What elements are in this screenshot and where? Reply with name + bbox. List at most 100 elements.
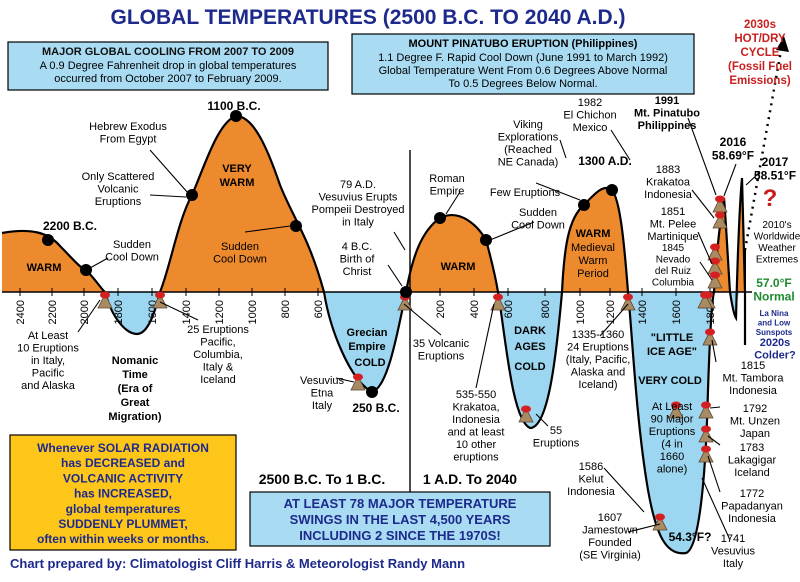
swings-line: AT LEAST 78 MAJOR TEMPERATURE <box>284 496 517 511</box>
region-dark-ages: COLD <box>514 361 545 373</box>
annotation-line: 1883 <box>656 164 680 176</box>
region-warm-medieval: Medieval <box>571 242 615 254</box>
leader-line <box>687 117 717 196</box>
axis-tick-label: 600 <box>313 300 325 318</box>
annotation-line: La Nina <box>760 309 789 318</box>
axis-tick-label: 200 <box>435 300 447 318</box>
annotation-line: Krakatoa <box>646 177 691 189</box>
annotation-line: Explorations <box>498 132 559 144</box>
cycle-label-line: Emissions) <box>729 75 791 87</box>
annotation-line: 58.51°F <box>754 169 796 183</box>
event-dot <box>480 234 492 246</box>
annotation-line: Cool Down <box>105 252 159 264</box>
cooling-box-line: A 0.9 Degree Fahrenheit drop in global t… <box>40 60 297 72</box>
leader-line <box>707 455 721 493</box>
leader-line <box>489 221 535 241</box>
solar-note-line: has DECREASED and <box>61 456 185 470</box>
solar-note-line: Whenever SOLAR RADIATION <box>37 441 209 455</box>
region-nomanic: Nomanic <box>112 355 158 367</box>
annotation-line: Japan <box>740 428 770 440</box>
cooling-box-heading: MAJOR GLOBAL COOLING FROM 2007 TO 2009 <box>42 46 294 58</box>
annotation-line: Mt. Unzen <box>730 416 780 428</box>
solar-note-line: SUDDENLY PLUMMET, <box>58 517 187 531</box>
annotation-line: Empire <box>430 186 465 198</box>
volcano-icon <box>707 243 723 261</box>
annotation-line: Papadanyan <box>721 501 783 513</box>
region-grecian: Grecian <box>347 327 388 339</box>
annotation-line: Mexico <box>573 122 608 134</box>
annotation-line: Iceland <box>200 374 235 386</box>
region-nomanic: Time <box>122 369 147 381</box>
annotation-b1100: 1100 B.C. <box>207 99 260 113</box>
annotation-line: 2017 <box>762 155 789 169</box>
event-dot <box>230 110 242 122</box>
projection-arrowhead <box>776 36 789 52</box>
leader-line <box>89 257 109 269</box>
region-little-ice-age: ICE AGE" <box>647 346 697 358</box>
volcano-icon <box>702 328 718 346</box>
leader-line <box>701 477 731 541</box>
annotation-line: Etna <box>311 388 335 400</box>
leader-line <box>244 225 291 233</box>
event-dot <box>366 386 378 398</box>
annotation-line: Colder? <box>754 350 796 362</box>
annotation-line: in Italy <box>342 217 374 229</box>
volcano-icon <box>698 425 714 443</box>
annotation-line: El Chichon <box>563 110 616 122</box>
annotation-line: 1982 <box>578 97 602 109</box>
region-grecian: COLD <box>354 357 385 369</box>
annotation-line: 10 other <box>456 439 497 451</box>
leader-line <box>723 163 737 197</box>
annotation-line: (4 in <box>661 439 682 451</box>
annotation-line: Sudden <box>519 207 557 219</box>
leader-line <box>387 264 403 287</box>
axis-tick-label: 1400 <box>181 300 193 324</box>
annotation-line: At Least <box>652 401 692 413</box>
era-label-bc: 2500 B.C. To 1 B.C. <box>259 471 386 487</box>
annotation-line: Pacific <box>32 368 65 380</box>
axis-tick-label: 1000 <box>247 300 259 324</box>
volcano-icon <box>698 401 714 419</box>
annotation-line: Viking <box>513 119 543 131</box>
swings-box: AT LEAST 78 MAJOR TEMPERATURE SWINGS IN … <box>249 491 551 547</box>
annotation-line: Volcanic <box>98 184 139 196</box>
leader-line <box>610 129 631 161</box>
solar-note-line: has INCREASED, <box>74 487 172 501</box>
annotation-line: 1792 <box>743 403 767 415</box>
annotation-line: 1783 <box>740 442 764 454</box>
annotation-line: 2010's <box>762 220 791 231</box>
leader-line <box>627 523 661 533</box>
leader-line <box>535 413 549 427</box>
annotation-line: 2020s <box>760 337 791 349</box>
annotation-line: and at least <box>448 427 505 439</box>
annotation-line: Mt. Pelee <box>650 219 696 231</box>
annotation-line: 1335-1360 <box>572 329 625 341</box>
swings-line: INCLUDING 2 SINCE THE 1970S! <box>299 528 501 543</box>
annotation-line: Vesuvius Erupts <box>319 192 398 204</box>
leader-line <box>159 301 199 321</box>
annotation-line: Pacific, <box>200 337 235 349</box>
solar-note-line: VOLCANIC ACTIVITY <box>63 471 183 485</box>
region-warm-roman: WARM <box>441 261 476 273</box>
volcano-icon <box>152 291 168 309</box>
annotation-line: 58.69°F <box>712 149 754 163</box>
annotation-line: Columbia <box>652 278 695 289</box>
annotation-line: Pompeii Destroyed <box>312 204 405 216</box>
annotation-line: Italy & <box>203 362 234 374</box>
annotation-low543: 54.3°F? <box>669 530 712 544</box>
annotation-line: 1586 <box>579 461 603 473</box>
annotation-line: Krakatoa, <box>452 402 499 414</box>
cooling-box: MAJOR GLOBAL COOLING FROM 2007 TO 2009 A… <box>7 41 329 91</box>
annotation-line: (Italy, Pacific, <box>566 354 631 366</box>
annotation-line: 1991 <box>655 95 679 107</box>
annotation-line: Martinique <box>647 231 698 243</box>
